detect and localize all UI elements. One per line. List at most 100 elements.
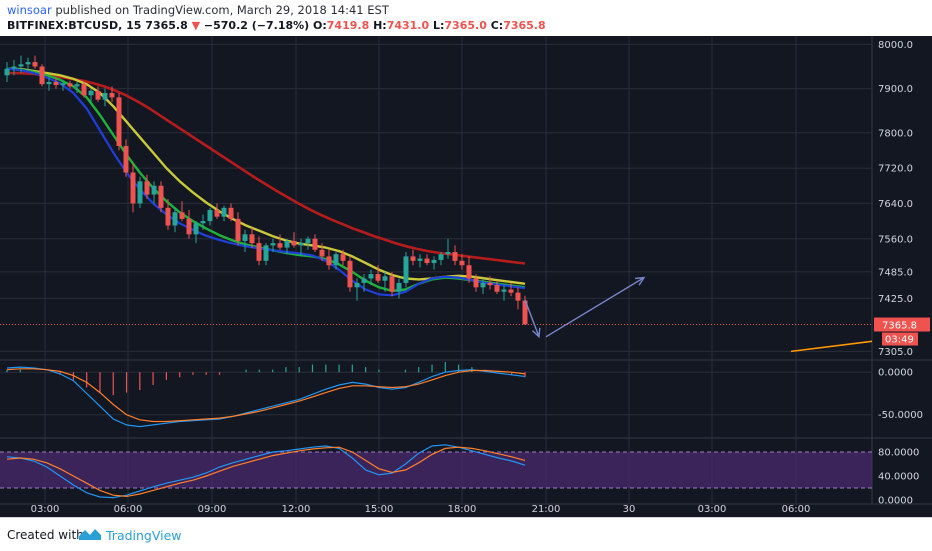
published-text: published on TradingView.com, March 29, … (55, 3, 389, 17)
candle-body (214, 210, 220, 217)
candle[interactable] (32, 55, 38, 69)
candle[interactable] (403, 252, 409, 288)
candle-body (522, 300, 528, 325)
candle[interactable] (18, 55, 24, 74)
candle[interactable] (508, 282, 514, 297)
candle[interactable] (361, 274, 367, 292)
candle-body (368, 274, 374, 279)
candle[interactable] (354, 278, 360, 301)
candle[interactable] (235, 212, 241, 246)
arrow-drawing[interactable] (545, 276, 646, 338)
candle[interactable] (291, 232, 297, 248)
candle[interactable] (144, 174, 150, 199)
candle[interactable] (326, 249, 332, 270)
candle[interactable] (214, 203, 220, 219)
symbol-label[interactable]: BITFINEX:BTCUSD, 15 (7, 19, 142, 32)
candle[interactable] (298, 238, 304, 257)
candle[interactable] (347, 256, 353, 292)
candle[interactable] (95, 86, 101, 102)
candle-body (403, 256, 409, 283)
candle[interactable] (417, 254, 423, 268)
candle-body (396, 282, 402, 292)
candle[interactable] (277, 234, 283, 250)
candle[interactable] (515, 287, 521, 310)
candle[interactable] (151, 181, 157, 204)
candle[interactable] (186, 210, 192, 239)
macd-tick-label: 0.0000 (878, 368, 913, 379)
candle-body (487, 282, 493, 286)
chart-canvas[interactable]: 8000.0 7900.0 7800.0 7720.0 7640.0 7560.0 7485… (0, 36, 932, 517)
candle[interactable] (228, 203, 234, 222)
candle[interactable] (333, 252, 339, 270)
candle[interactable] (116, 93, 122, 151)
candle[interactable] (25, 57, 31, 71)
candle-body (480, 282, 486, 288)
tradingview-logo-icon[interactable] (78, 526, 102, 542)
candle[interactable] (459, 254, 465, 270)
price-tick-label: 7560.0 (878, 234, 913, 245)
tradingview-brand[interactable]: TradingView (106, 528, 182, 543)
candle[interactable] (109, 86, 115, 102)
candle[interactable] (179, 201, 185, 222)
candle[interactable] (424, 254, 430, 266)
macd-pane[interactable] (6, 362, 526, 428)
candle[interactable] (165, 199, 171, 230)
candle[interactable] (102, 88, 108, 107)
candle[interactable] (60, 79, 66, 91)
candle[interactable] (172, 207, 178, 233)
macd-line (6, 366, 526, 428)
candle[interactable] (368, 269, 374, 286)
candle[interactable] (88, 88, 94, 102)
candle[interactable] (466, 256, 472, 283)
candle[interactable] (445, 238, 451, 259)
candle[interactable] (4, 62, 10, 82)
candle[interactable] (487, 276, 493, 290)
time-tick-label: 06:00 (114, 504, 143, 515)
stoch-pane[interactable] (0, 444, 872, 499)
trendline-drawing[interactable] (790, 340, 873, 353)
candle[interactable] (340, 249, 346, 266)
candle[interactable] (396, 278, 402, 299)
candle[interactable] (158, 181, 164, 213)
candle[interactable] (389, 271, 395, 297)
candle[interactable] (256, 236, 262, 266)
chart-header: winsoar published on TradingView.com, Ma… (0, 0, 932, 36)
candle[interactable] (270, 238, 276, 252)
candle[interactable] (375, 265, 381, 283)
author-link[interactable]: winsoar (7, 3, 52, 17)
candle[interactable] (305, 236, 311, 250)
candle[interactable] (200, 214, 206, 230)
candle[interactable] (137, 176, 143, 208)
candle[interactable] (431, 256, 437, 270)
candle[interactable] (312, 234, 318, 252)
candle[interactable] (46, 77, 52, 91)
candle[interactable] (207, 207, 213, 226)
candle[interactable] (67, 80, 73, 89)
candle[interactable] (221, 205, 227, 222)
candle[interactable] (249, 227, 255, 248)
candle[interactable] (53, 77, 59, 89)
candle[interactable] (494, 280, 500, 294)
candle[interactable] (11, 59, 17, 76)
candle[interactable] (39, 64, 45, 87)
candle[interactable] (123, 139, 129, 177)
candle[interactable] (263, 243, 269, 266)
candle[interactable] (473, 274, 479, 292)
price-pane[interactable] (0, 55, 873, 353)
candle[interactable] (74, 81, 80, 93)
chart-area[interactable]: 8000.0 7900.0 7800.0 7720.0 7640.0 7560.0 7485… (0, 36, 932, 517)
candle[interactable] (81, 81, 87, 98)
candle[interactable] (284, 238, 290, 255)
candle-body (326, 256, 332, 266)
candle[interactable] (319, 243, 325, 261)
candle[interactable] (242, 229, 248, 252)
arrow-drawing[interactable] (524, 299, 541, 339)
candle[interactable] (410, 249, 416, 266)
candle[interactable] (452, 245, 458, 266)
candle[interactable] (130, 163, 136, 213)
candle[interactable] (382, 271, 388, 292)
candle[interactable] (193, 221, 199, 244)
candle[interactable] (438, 252, 444, 266)
candle[interactable] (480, 278, 486, 294)
candle[interactable] (501, 285, 507, 301)
